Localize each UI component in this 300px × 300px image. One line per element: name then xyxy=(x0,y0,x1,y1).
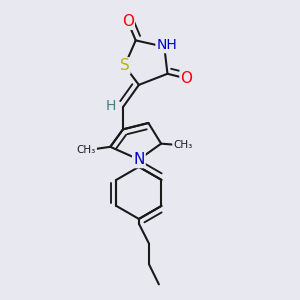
Text: S: S xyxy=(120,58,130,73)
Text: CH₃: CH₃ xyxy=(173,140,192,150)
Text: O: O xyxy=(122,14,134,29)
Text: N: N xyxy=(133,152,145,167)
Text: CH₃: CH₃ xyxy=(77,145,96,155)
Text: O: O xyxy=(181,71,193,86)
Text: H: H xyxy=(106,98,116,112)
Text: NH: NH xyxy=(157,38,177,52)
